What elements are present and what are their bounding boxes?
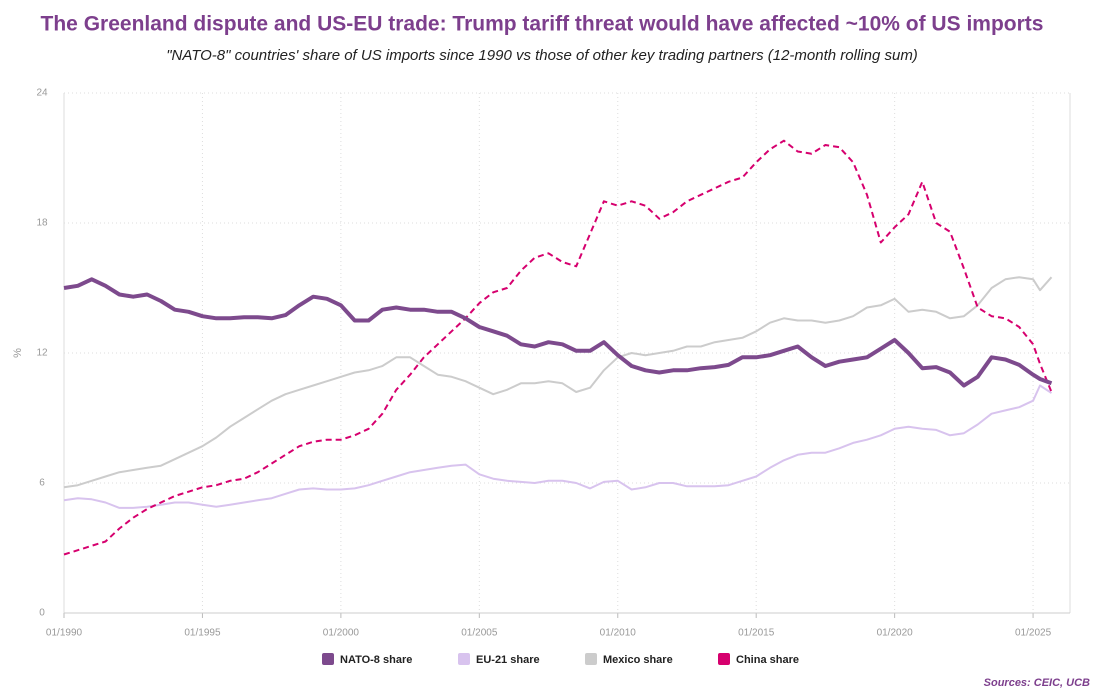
legend-swatch — [585, 653, 597, 665]
x-tick-label: 01/2000 — [323, 628, 360, 639]
x-tick-label: 01/2025 — [1015, 628, 1052, 639]
legend-label: China share — [736, 654, 799, 666]
x-tick-label: 01/2005 — [461, 628, 498, 639]
series-line — [63, 277, 1053, 388]
y-axis-label: % — [12, 348, 24, 358]
legend-swatch — [718, 653, 730, 665]
legend-label: Mexico share — [603, 654, 673, 666]
legend-swatch — [322, 653, 334, 665]
series-line — [63, 139, 1053, 556]
y-tick-label: 18 — [36, 218, 48, 229]
series-line — [63, 276, 1053, 489]
y-tick-label: 0 — [39, 608, 45, 619]
chart-title: The Greenland dispute and US-EU trade: T… — [41, 13, 1044, 36]
source: Sources: CEIC, UCB — [984, 677, 1090, 689]
x-tick-label: 01/1995 — [184, 628, 221, 639]
x-tick-label: 01/2015 — [738, 628, 775, 639]
x-tick-label: 01/2020 — [877, 628, 914, 639]
legend-swatch — [458, 653, 470, 665]
y-tick-label: 6 — [39, 478, 45, 489]
series-line — [63, 384, 1053, 509]
x-tick-label: 01/2010 — [600, 628, 637, 639]
legend-label: EU-21 share — [476, 654, 540, 666]
y-tick-label: 24 — [36, 88, 48, 99]
y-tick-label: 12 — [36, 348, 48, 359]
x-tick-label: 01/1990 — [46, 628, 83, 639]
chart-subtitle: "NATO-8" countries' share of US imports … — [166, 47, 918, 64]
legend-label: NATO-8 share — [340, 654, 412, 666]
